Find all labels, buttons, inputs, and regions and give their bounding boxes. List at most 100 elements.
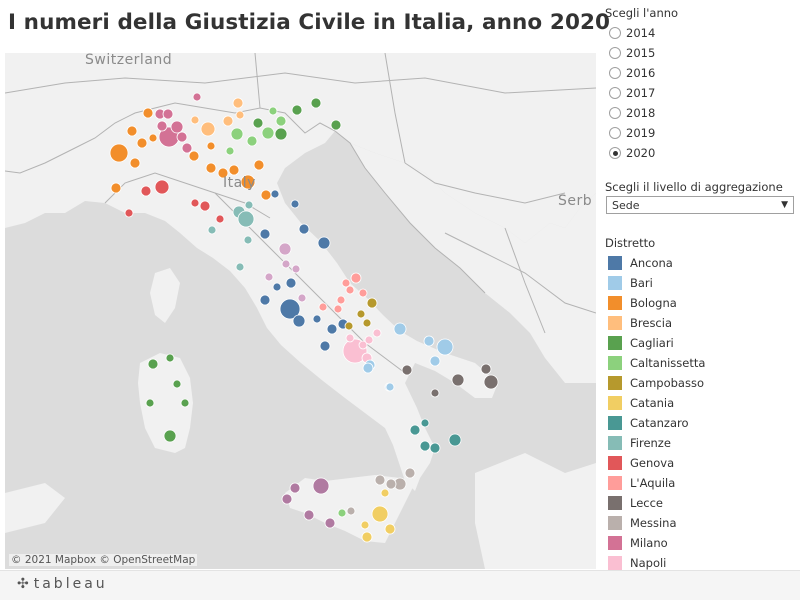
year-option-2016[interactable]: 2016 [609, 64, 655, 82]
district-marker[interactable] [333, 304, 343, 314]
legend-item[interactable]: L'Aquila [608, 473, 675, 493]
district-marker[interactable] [206, 141, 216, 151]
district-marker[interactable] [430, 388, 440, 398]
district-marker[interactable] [274, 127, 288, 141]
district-marker[interactable] [281, 259, 291, 269]
legend-item[interactable]: Genova [608, 453, 674, 473]
district-marker[interactable] [109, 143, 129, 163]
legend-item[interactable]: Catanzaro [608, 413, 689, 433]
district-marker[interactable] [436, 338, 454, 356]
radio-button-icon[interactable] [609, 67, 621, 79]
district-marker[interactable] [268, 106, 278, 116]
district-marker[interactable] [310, 97, 322, 109]
district-marker[interactable] [192, 92, 202, 102]
district-marker[interactable] [181, 142, 193, 154]
district-marker[interactable] [190, 198, 200, 208]
district-marker[interactable] [326, 323, 338, 335]
radio-button-icon[interactable] [609, 87, 621, 99]
legend-item[interactable]: Lecce [608, 493, 663, 513]
district-marker[interactable] [176, 131, 188, 143]
legend-item[interactable]: Catania [608, 393, 674, 413]
district-marker[interactable] [188, 150, 200, 162]
district-marker[interactable] [270, 189, 280, 199]
radio-button-icon[interactable] [609, 127, 621, 139]
district-marker[interactable] [281, 493, 293, 505]
legend-item[interactable]: Campobasso [608, 373, 704, 393]
district-marker[interactable] [243, 235, 253, 245]
district-marker[interactable] [156, 120, 168, 132]
district-marker[interactable] [337, 508, 347, 518]
district-marker[interactable] [361, 531, 373, 543]
district-marker[interactable] [362, 362, 374, 374]
district-marker[interactable] [142, 107, 154, 119]
district-marker[interactable] [222, 115, 234, 127]
legend-item[interactable]: Cagliari [608, 333, 674, 353]
district-marker[interactable] [261, 126, 275, 140]
district-marker[interactable] [275, 115, 287, 127]
district-marker[interactable] [324, 517, 336, 529]
district-marker[interactable] [312, 314, 322, 324]
district-marker[interactable] [163, 429, 177, 443]
district-marker[interactable] [246, 135, 258, 147]
district-marker[interactable] [480, 363, 492, 375]
district-marker[interactable] [317, 236, 331, 250]
district-marker[interactable] [217, 167, 229, 179]
district-marker[interactable] [372, 328, 382, 338]
district-marker[interactable] [278, 242, 292, 256]
level-dropdown[interactable]: Sede ▼ [606, 196, 794, 214]
district-marker[interactable] [346, 506, 356, 516]
district-marker[interactable] [448, 433, 462, 447]
year-option-2020[interactable]: 2020 [609, 144, 655, 162]
district-marker[interactable] [154, 179, 170, 195]
district-marker[interactable] [318, 302, 328, 312]
district-marker[interactable] [345, 333, 355, 343]
district-marker[interactable] [235, 262, 245, 272]
map-view[interactable]: Switzerland Italy Serb © 2021 Mapbox © O… [5, 53, 596, 569]
district-marker[interactable] [358, 340, 368, 350]
district-marker[interactable] [429, 442, 441, 454]
district-marker[interactable] [374, 474, 386, 486]
district-marker[interactable] [384, 523, 396, 535]
district-marker[interactable] [350, 272, 362, 284]
year-option-2017[interactable]: 2017 [609, 84, 655, 102]
district-marker[interactable] [366, 297, 378, 309]
district-marker[interactable] [401, 364, 413, 376]
district-marker[interactable] [303, 509, 315, 521]
district-marker[interactable] [264, 272, 274, 282]
district-marker[interactable] [147, 358, 159, 370]
year-option-2015[interactable]: 2015 [609, 44, 655, 62]
radio-button-icon[interactable] [609, 47, 621, 59]
district-marker[interactable] [145, 398, 155, 408]
district-marker[interactable] [451, 373, 465, 387]
district-marker[interactable] [289, 482, 301, 494]
district-marker[interactable] [362, 318, 372, 328]
district-marker[interactable] [356, 309, 366, 319]
district-marker[interactable] [364, 335, 374, 345]
district-marker[interactable] [341, 278, 351, 288]
legend-item[interactable]: Ancona [608, 253, 673, 273]
radio-button-icon[interactable] [609, 27, 621, 39]
legend-item[interactable]: Messina [608, 513, 677, 533]
map-attribution[interactable]: © 2021 Mapbox © OpenStreetMap [9, 554, 198, 566]
legend-item[interactable]: Firenze [608, 433, 671, 453]
district-marker[interactable] [172, 379, 182, 389]
year-option-2019[interactable]: 2019 [609, 124, 655, 142]
district-marker[interactable] [244, 200, 254, 210]
district-marker[interactable] [419, 440, 431, 452]
district-marker[interactable] [228, 164, 240, 176]
district-marker[interactable] [330, 119, 342, 131]
district-marker[interactable] [344, 321, 354, 331]
radio-button-icon[interactable] [609, 147, 621, 159]
district-marker[interactable] [285, 277, 297, 289]
district-marker[interactable] [252, 117, 264, 129]
district-marker[interactable] [483, 374, 499, 390]
district-marker[interactable] [140, 185, 152, 197]
district-marker[interactable] [279, 298, 301, 320]
district-marker[interactable] [358, 288, 368, 298]
district-marker[interactable] [190, 115, 200, 125]
district-marker[interactable] [345, 285, 355, 295]
legend-item[interactable]: Caltanissetta [608, 353, 705, 373]
district-marker[interactable] [235, 110, 245, 120]
district-marker[interactable] [291, 264, 301, 274]
district-marker[interactable] [136, 137, 148, 149]
